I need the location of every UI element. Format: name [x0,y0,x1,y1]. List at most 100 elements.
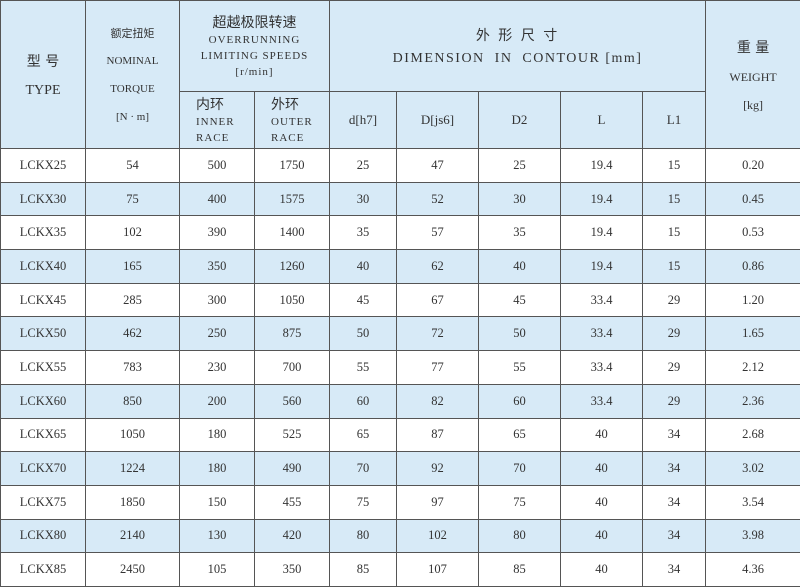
cell-outer-speed: 1050 [255,283,330,317]
header-torque-cn: 额定扭矩 [86,25,179,41]
header-weight-cn: 重 量 [706,37,800,57]
header-speeds-en1: OVERRUNNING [180,32,329,48]
cell-D2: 40 [479,250,561,284]
cell-D-js6: 62 [397,250,479,284]
header-torque: 额定扭矩 NOMINAL TORQUE [N · m] [86,1,180,149]
header-dimension-en: DIMENSION IN CONTOUR [mm] [330,51,705,67]
header-speeds: 超越极限转速 OVERRUNNING LIMITING SPEEDS [r/mi… [180,1,330,92]
cell-L: 19.4 [561,149,643,183]
cell-type: LCKX65 [1,418,86,452]
cell-d-h7: 65 [330,418,397,452]
cell-type: LCKX25 [1,149,86,183]
header-inner-race: 内环 INNER RACE [180,92,255,149]
cell-outer-speed: 560 [255,384,330,418]
cell-D-js6: 57 [397,216,479,250]
header-speeds-unit: [r/min] [180,64,329,80]
header-outer-en1: OUTER [271,114,329,130]
cell-D-js6: 47 [397,149,479,183]
cell-weight: 1.65 [706,317,800,351]
cell-torque: 783 [86,351,180,385]
cell-inner-speed: 150 [180,485,255,519]
cell-d-h7: 30 [330,182,397,216]
cell-inner-speed: 180 [180,418,255,452]
cell-type: LCKX80 [1,519,86,553]
cell-outer-speed: 1575 [255,182,330,216]
cell-L1: 34 [643,418,706,452]
cell-torque: 1850 [86,485,180,519]
header-outer-race: 外环 OUTER RACE [255,92,330,149]
cell-d-h7: 55 [330,351,397,385]
cell-inner-speed: 500 [180,149,255,183]
header-torque-unit: [N · m] [86,109,179,125]
header-torque-en1: NOMINAL [86,53,179,69]
cell-L: 33.4 [561,384,643,418]
header-outer-cn: 外环 [271,94,329,114]
cell-L: 40 [561,553,643,587]
cell-type: LCKX45 [1,283,86,317]
cell-d-h7: 85 [330,553,397,587]
cell-D-js6: 52 [397,182,479,216]
cell-torque: 165 [86,250,180,284]
cell-weight: 3.54 [706,485,800,519]
header-type-en: TYPE [1,83,85,99]
cell-D-js6: 77 [397,351,479,385]
cell-torque: 102 [86,216,180,250]
cell-outer-speed: 875 [255,317,330,351]
cell-weight: 0.86 [706,250,800,284]
header-dimension-cn: 外 形 尺 寸 [330,25,705,45]
cell-outer-speed: 490 [255,452,330,486]
cell-type: LCKX30 [1,182,86,216]
cell-L1: 34 [643,485,706,519]
cell-torque: 54 [86,149,180,183]
cell-weight: 2.36 [706,384,800,418]
cell-D2: 25 [479,149,561,183]
cell-D2: 55 [479,351,561,385]
cell-weight: 2.68 [706,418,800,452]
cell-L1: 34 [643,452,706,486]
cell-d-h7: 35 [330,216,397,250]
cell-d-h7: 25 [330,149,397,183]
cell-L: 40 [561,452,643,486]
cell-outer-speed: 700 [255,351,330,385]
cell-outer-speed: 1400 [255,216,330,250]
cell-L: 19.4 [561,216,643,250]
cell-weight: 3.02 [706,452,800,486]
cell-weight: 0.53 [706,216,800,250]
cell-torque: 850 [86,384,180,418]
cell-inner-speed: 180 [180,452,255,486]
cell-weight: 3.98 [706,519,800,553]
cell-L: 33.4 [561,351,643,385]
header-D2: D2 [479,92,561,149]
cell-D-js6: 92 [397,452,479,486]
cell-type: LCKX60 [1,384,86,418]
cell-L1: 15 [643,149,706,183]
cell-L1: 29 [643,384,706,418]
cell-inner-speed: 350 [180,250,255,284]
header-speeds-en2: LIMITING SPEEDS [180,48,329,64]
cell-D2: 45 [479,283,561,317]
cell-torque: 75 [86,182,180,216]
header-type: 型 号 TYPE [1,1,86,149]
cell-torque: 285 [86,283,180,317]
header-weight-en: WEIGHT [706,69,800,85]
header-weight: 重 量 WEIGHT [kg] [706,1,800,149]
header-L: L [561,92,643,149]
cell-D-js6: 87 [397,418,479,452]
cell-D2: 35 [479,216,561,250]
cell-D2: 75 [479,485,561,519]
cell-D2: 50 [479,317,561,351]
cell-d-h7: 45 [330,283,397,317]
cell-L1: 15 [643,250,706,284]
cell-type: LCKX75 [1,485,86,519]
cell-outer-speed: 1750 [255,149,330,183]
cell-D-js6: 67 [397,283,479,317]
